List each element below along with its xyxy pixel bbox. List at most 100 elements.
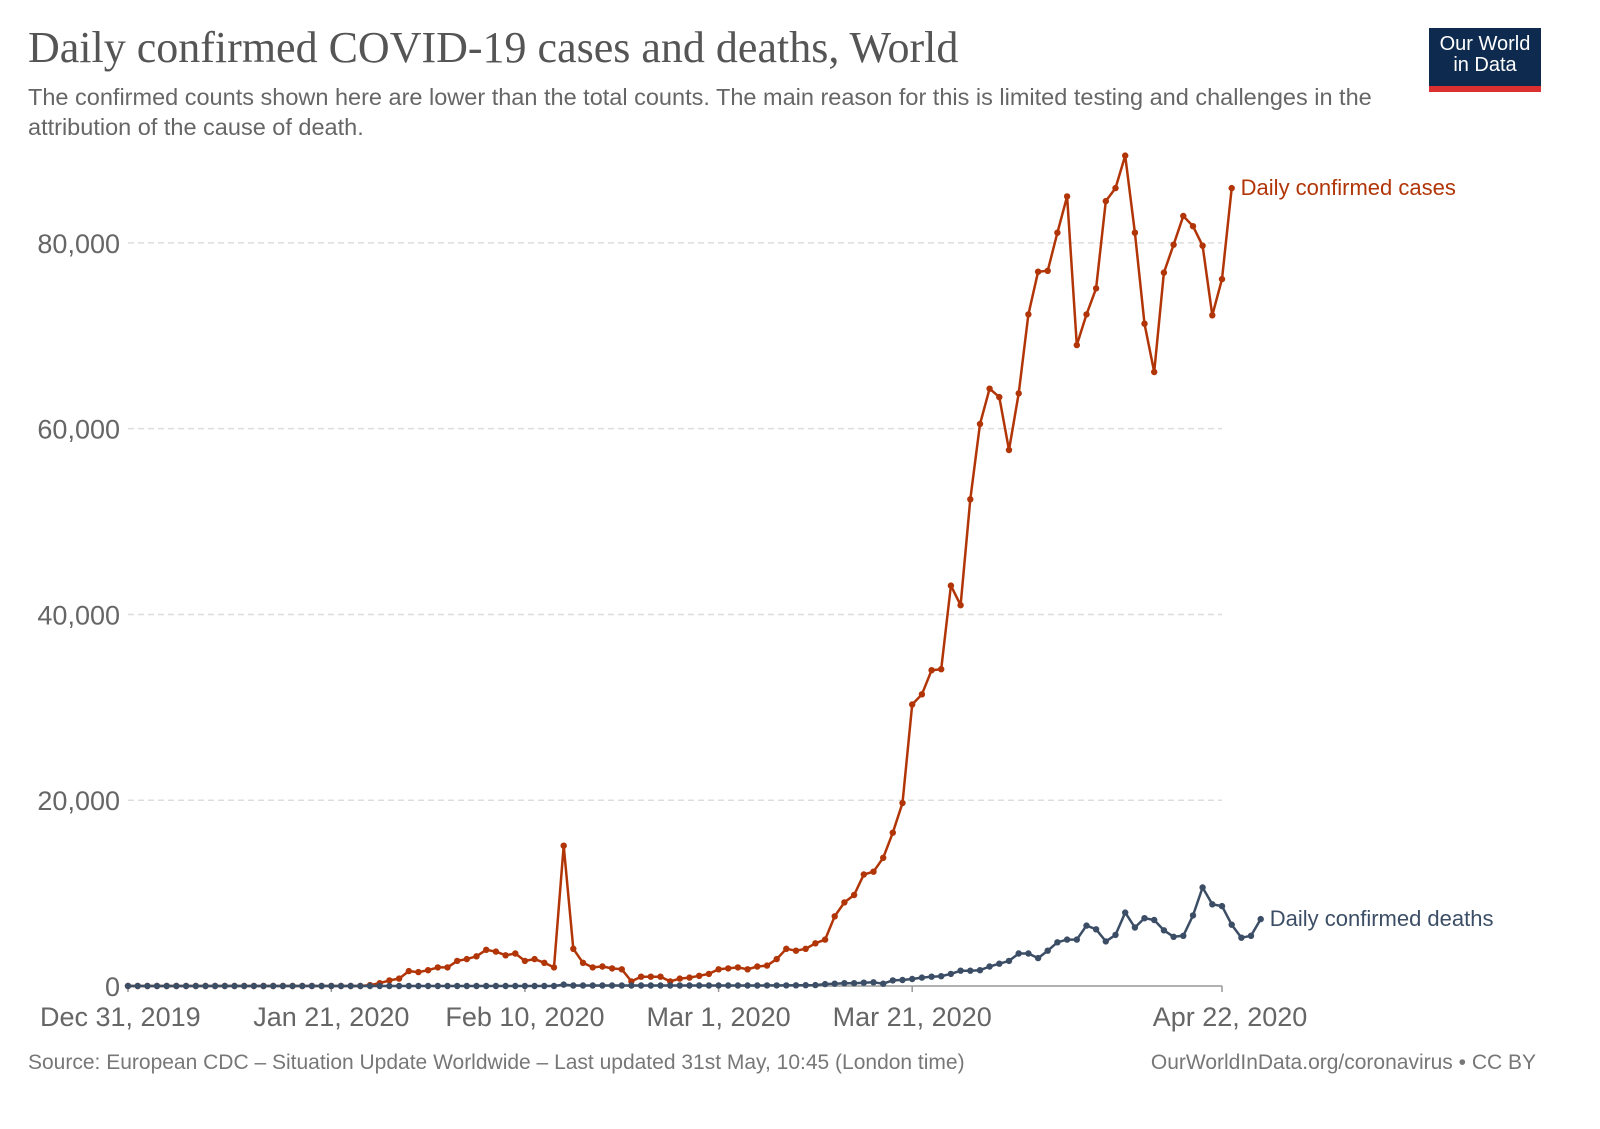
data-point[interactable] — [850, 891, 858, 899]
data-point[interactable] — [763, 982, 771, 989]
data-point[interactable] — [802, 945, 809, 952]
data-point[interactable] — [947, 582, 955, 589]
data-point[interactable] — [492, 982, 500, 990]
data-point[interactable] — [579, 982, 587, 989]
data-point[interactable] — [996, 393, 1003, 401]
data-point[interactable] — [202, 982, 209, 990]
data-point[interactable] — [260, 982, 267, 990]
data-point[interactable] — [560, 842, 567, 849]
data-point[interactable] — [918, 691, 926, 698]
data-point[interactable] — [531, 982, 538, 990]
data-point[interactable] — [434, 982, 441, 990]
data-point[interactable] — [705, 982, 713, 989]
data-point[interactable] — [347, 982, 354, 990]
data-point[interactable] — [512, 982, 519, 990]
data-point[interactable] — [1247, 932, 1255, 939]
data-point[interactable] — [521, 957, 529, 965]
data-point[interactable] — [1228, 184, 1235, 192]
data-point[interactable] — [725, 982, 732, 989]
data-point[interactable] — [328, 982, 335, 990]
data-point[interactable] — [308, 982, 316, 990]
data-point[interactable] — [1180, 212, 1187, 220]
data-point[interactable] — [1131, 229, 1139, 236]
data-point[interactable] — [792, 982, 800, 989]
data-point[interactable] — [773, 955, 780, 963]
data-point[interactable] — [821, 936, 829, 943]
data-point[interactable] — [405, 967, 412, 975]
data-point[interactable] — [589, 964, 596, 971]
data-point[interactable] — [1189, 223, 1197, 230]
data-point[interactable] — [1044, 267, 1051, 274]
data-point[interactable] — [289, 982, 296, 990]
data-point[interactable] — [1063, 193, 1071, 200]
data-point[interactable] — [637, 982, 645, 989]
data-point[interactable] — [570, 945, 577, 952]
data-point[interactable] — [792, 947, 800, 954]
owid-logo[interactable]: Our World in Data — [1429, 28, 1541, 92]
data-point[interactable] — [1073, 936, 1081, 943]
data-point[interactable] — [337, 982, 345, 990]
data-point[interactable] — [211, 982, 219, 990]
data-point[interactable] — [938, 973, 945, 980]
data-point[interactable] — [434, 964, 441, 971]
data-point[interactable] — [957, 967, 964, 974]
data-point[interactable] — [870, 868, 877, 875]
data-point[interactable] — [1238, 934, 1245, 941]
data-point[interactable] — [541, 982, 548, 990]
data-point[interactable] — [299, 982, 306, 990]
data-point[interactable] — [1189, 912, 1197, 919]
data-point[interactable] — [618, 982, 625, 989]
data-point[interactable] — [250, 982, 258, 990]
data-point[interactable] — [1015, 950, 1022, 957]
data-point[interactable] — [957, 602, 964, 609]
data-point[interactable] — [754, 963, 761, 970]
data-point[interactable] — [976, 420, 984, 428]
data-point[interactable] — [715, 982, 722, 989]
data-point[interactable] — [821, 980, 829, 988]
data-point[interactable] — [637, 973, 645, 980]
data-point[interactable] — [1112, 931, 1119, 939]
data-point[interactable] — [1141, 915, 1148, 922]
data-point[interactable] — [1034, 954, 1042, 962]
data-point[interactable] — [492, 948, 500, 955]
data-point[interactable] — [1044, 947, 1051, 954]
data-point[interactable] — [996, 960, 1003, 967]
data-point[interactable] — [444, 964, 451, 971]
data-point[interactable] — [744, 966, 751, 973]
data-point[interactable] — [579, 959, 587, 966]
data-point[interactable] — [899, 799, 906, 807]
data-point[interactable] — [618, 966, 625, 973]
data-point[interactable] — [1102, 938, 1110, 945]
data-point[interactable] — [463, 982, 470, 990]
data-point[interactable] — [521, 982, 529, 990]
data-point[interactable] — [909, 701, 916, 708]
data-point[interactable] — [976, 967, 984, 974]
data-point[interactable] — [415, 968, 422, 976]
data-point[interactable] — [483, 946, 490, 953]
data-point[interactable] — [860, 979, 867, 986]
data-point[interactable] — [1160, 927, 1168, 934]
data-point[interactable] — [1199, 884, 1206, 891]
data-point[interactable] — [1092, 285, 1100, 292]
data-point[interactable] — [812, 981, 819, 989]
data-point[interactable] — [560, 981, 567, 988]
data-point[interactable] — [967, 967, 974, 974]
data-point[interactable] — [512, 950, 519, 957]
data-point[interactable] — [628, 982, 635, 989]
data-point[interactable] — [1151, 368, 1158, 376]
data-point[interactable] — [1170, 241, 1177, 248]
data-point[interactable] — [725, 965, 732, 972]
data-point[interactable] — [986, 385, 993, 392]
data-point[interactable] — [1141, 320, 1148, 327]
data-point[interactable] — [1151, 916, 1158, 924]
data-point[interactable] — [173, 982, 180, 990]
data-point[interactable] — [657, 973, 664, 980]
data-point[interactable] — [909, 975, 916, 983]
data-point[interactable] — [1209, 312, 1216, 319]
data-point[interactable] — [134, 982, 141, 990]
data-point[interactable] — [880, 854, 887, 861]
data-point[interactable] — [1112, 184, 1119, 192]
data-point[interactable] — [860, 871, 867, 878]
data-point[interactable] — [947, 970, 955, 978]
data-point[interactable] — [880, 980, 887, 987]
